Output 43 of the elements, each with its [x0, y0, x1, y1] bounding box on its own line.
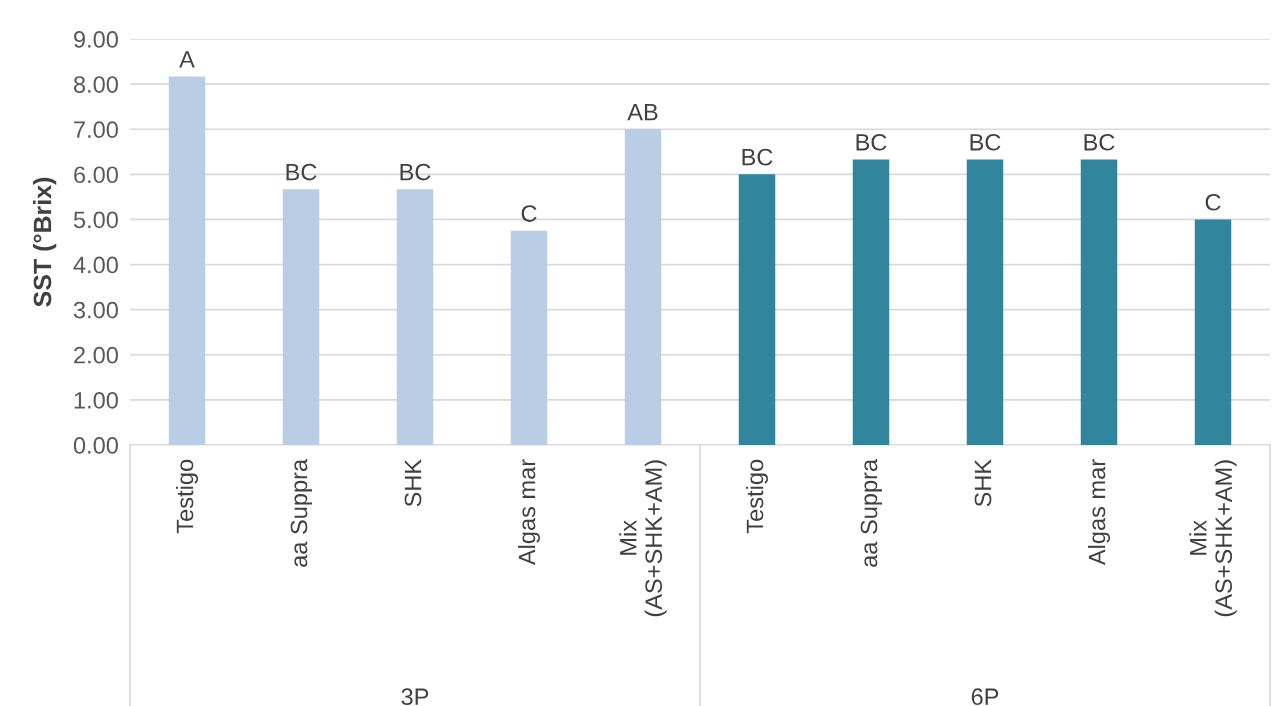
data-label: C: [1205, 193, 1221, 211]
x-tick-label: Mix (AS+SHK+AM): [619, 460, 667, 617]
text: 3P: [401, 688, 429, 706]
y-tick-label: 3.00: [73, 301, 118, 319]
x-tick-label: Algas mar: [517, 459, 541, 566]
y-axis-title: SST (°Brix): [32, 177, 57, 307]
data-label: AB: [627, 103, 658, 121]
bar: [510, 230, 548, 445]
data-label: BC: [856, 133, 887, 151]
data-label: BC: [1084, 133, 1115, 151]
data-label: C: [521, 205, 537, 222]
bar: [738, 174, 776, 445]
x-tick-label: aa Suppra: [290, 458, 313, 567]
x-tick-label: Testigo: [176, 459, 199, 534]
text: 6P: [971, 688, 999, 706]
bar: [966, 159, 1004, 445]
bar: [168, 76, 206, 445]
data-label: BC: [970, 133, 1001, 151]
x-tick-label: SHK: [404, 459, 422, 507]
data-label: BC: [286, 163, 317, 181]
y-tick-label: 0.00: [73, 437, 118, 454]
bar: [282, 189, 320, 445]
x-tick-label: Mix (AS+SHK+AM): [1189, 460, 1237, 617]
x-tick-label: aa Suppra: [860, 458, 883, 567]
y-tick-label: 8.00: [73, 76, 118, 93]
x-tick-label: SHK: [974, 459, 992, 507]
data-label: BC: [400, 163, 431, 181]
y-tick-label: 5.00: [73, 211, 118, 229]
y-tick-label: 6.00: [74, 166, 118, 184]
y-tick-label: 2.00: [74, 346, 118, 364]
data-label: BC: [742, 148, 773, 166]
y-tick-label: 7.00: [74, 121, 118, 139]
bar: [1194, 219, 1232, 445]
data-label: A: [179, 51, 195, 68]
y-tick-label: 4.00: [73, 256, 118, 274]
y-tick-label: 9.00: [74, 31, 118, 48]
bar: [852, 159, 890, 445]
bar: [1080, 159, 1118, 445]
y-tick-label: 1.00: [74, 391, 118, 409]
x-tick-label: Algas mar: [1087, 459, 1111, 566]
x-tick-label: Testigo: [745, 459, 769, 534]
bar: [396, 189, 434, 445]
bar: [624, 129, 662, 445]
